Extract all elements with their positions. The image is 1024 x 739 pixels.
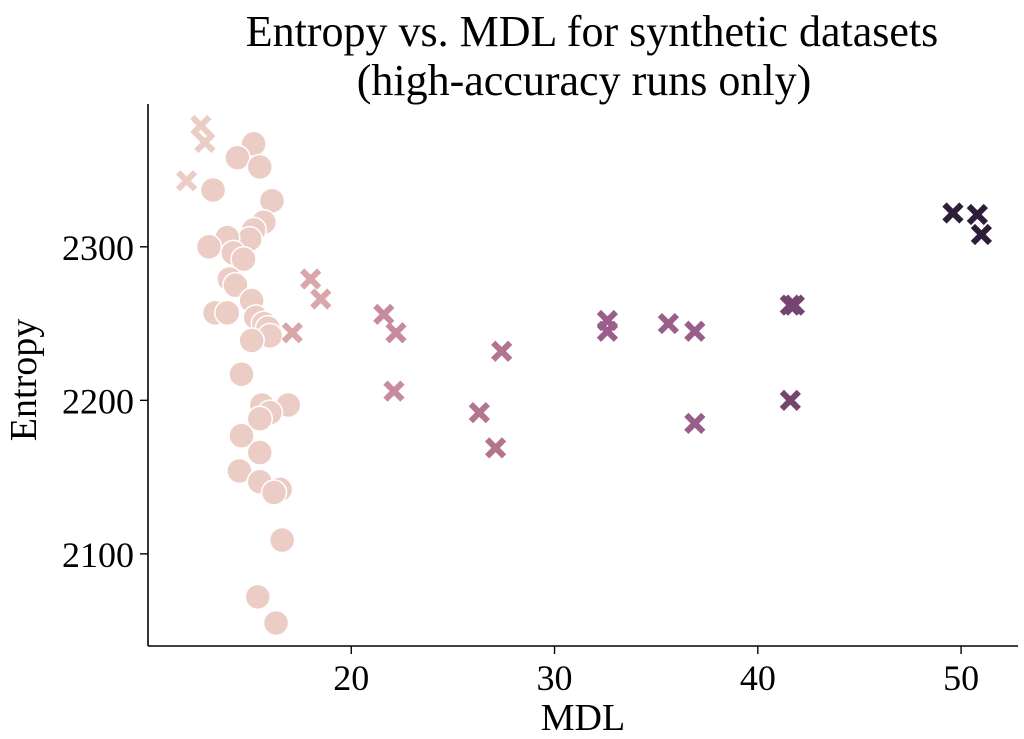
y-axis-label: Entropy — [3, 319, 45, 441]
data-point-x — [383, 380, 405, 402]
x-axis-label: MDL — [541, 697, 625, 739]
x-tick-label: 40 — [740, 658, 776, 698]
data-point-circle — [262, 609, 290, 637]
data-point-circle — [230, 245, 257, 273]
data-point-circle — [228, 360, 255, 388]
data-point-circle — [222, 271, 249, 299]
data-point-x — [190, 114, 212, 137]
data-point-x — [175, 170, 198, 192]
data-point-circle — [195, 233, 223, 261]
data-point-circle — [214, 299, 241, 327]
data-point-x — [657, 312, 679, 335]
y-tick-label: 2300 — [62, 228, 134, 268]
data-point-x — [373, 303, 395, 325]
data-point-x — [779, 389, 801, 411]
data-point-x — [385, 322, 407, 344]
data-point-circle — [226, 457, 253, 485]
data-point-x — [484, 437, 507, 459]
data-point-x — [970, 223, 993, 246]
data-point-circle — [246, 405, 274, 433]
data-point-x — [310, 288, 332, 310]
plot-area — [175, 114, 993, 637]
chart-title-line-2: (high-accuracy runs only) — [357, 56, 811, 105]
data-point-circle — [244, 583, 272, 611]
data-point-circle — [228, 422, 255, 449]
data-point-x — [281, 322, 303, 344]
y-tick-label: 2200 — [62, 381, 134, 421]
x-tick-label: 50 — [943, 658, 979, 698]
data-point-circle — [238, 327, 265, 354]
data-point-circle — [224, 144, 251, 171]
data-point-x — [684, 320, 706, 342]
data-point-x — [299, 268, 322, 290]
y-axis-ticks: 2100 2200 2300 — [62, 228, 148, 575]
data-point-x — [684, 412, 706, 434]
data-point-circle — [199, 176, 227, 204]
data-point-x — [779, 294, 801, 316]
data-point-circle — [246, 153, 274, 181]
chart-title-line-1: Entropy vs. MDL for synthetic datasets — [246, 7, 938, 56]
x-tick-label: 30 — [537, 658, 573, 698]
data-point-x — [596, 320, 619, 342]
y-tick-label: 2100 — [62, 535, 134, 575]
data-point-x — [491, 340, 513, 362]
x-axis-ticks: 20 30 40 50 — [333, 646, 979, 698]
data-point-x — [966, 203, 988, 226]
data-point-circle — [268, 526, 296, 554]
data-point-circle — [246, 439, 274, 466]
data-point-circle — [260, 479, 288, 506]
data-point-x — [942, 202, 964, 224]
x-tick-label: 20 — [333, 658, 369, 698]
data-point-x — [468, 401, 490, 424]
data-point-x — [194, 131, 216, 154]
